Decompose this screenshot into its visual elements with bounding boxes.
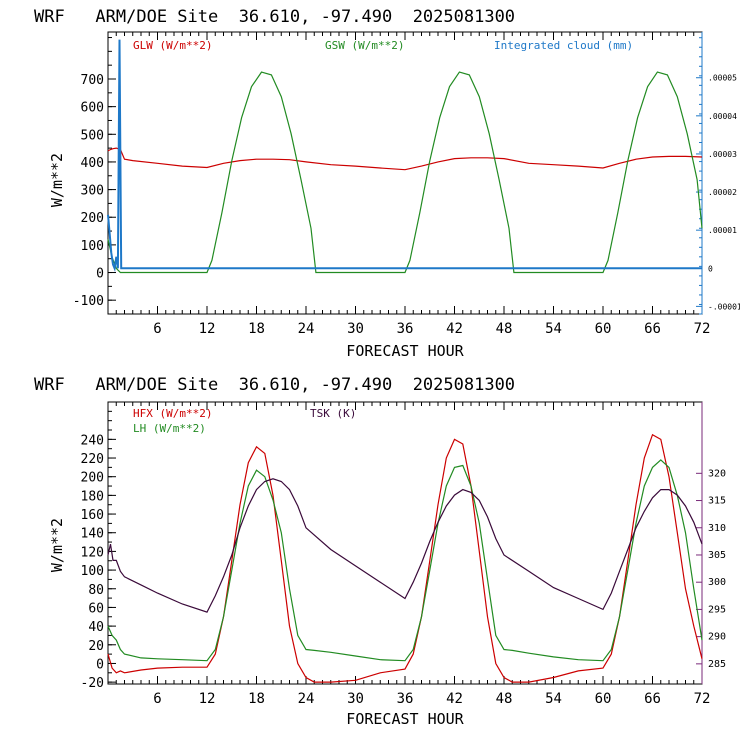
y-tick-label: 500 [81,128,104,143]
x-tick-label: 48 [496,321,513,337]
panel-1-xlabel: FORECAST HOUR [346,342,464,360]
panel-2-marks: 6 12 18 24 30 36 42 48 54 60 66 72 -20 0 20 40 60 80 100 12… [81,401,726,707]
right-tick-label: .00002 [708,188,737,197]
y-tick-label: 160 [81,508,104,523]
x-tick-label: 66 [644,321,661,337]
x-tick-label: 72 [694,321,711,337]
series-line-green [107,71,703,274]
right-tick-label: -.00001 [708,302,740,311]
right-tick-label: 295 [708,604,726,615]
x-tick-label: 30 [347,321,364,337]
y-tick-label: 140 [81,527,104,542]
y-tick-label: 40 [88,620,104,635]
y-tick-label: 200 [81,211,104,226]
legend-integrated-cloud: Integrated cloud (mm) [494,39,633,52]
right-tick-label: .00004 [708,112,737,121]
x-tick-label: 18 [248,691,265,707]
x-tick-label: 36 [397,691,414,707]
series-line-red [107,147,703,171]
x-tick-label: 30 [347,691,364,707]
flux-panel: WRF ARM/DOE Site 36.610, -97.490 2025081… [34,375,726,728]
x-tick-label: 72 [694,691,711,707]
x-tick-label: 18 [248,321,265,337]
panel-1-title: WRF ARM/DOE Site 36.610, -97.490 2025081… [34,7,515,27]
right-tick-label: 310 [708,523,726,534]
x-tick-label: 42 [446,321,463,337]
y-tick-label: 220 [81,452,104,467]
x-tick-label: 24 [298,691,315,707]
right-tick-label: .00003 [708,150,737,159]
right-tick-label: 0 [708,264,713,273]
x-tick-label: 60 [595,321,612,337]
y-tick-label: 180 [81,489,104,504]
series-line-blue [107,39,702,272]
x-tick-label: 24 [298,321,315,337]
y-tick-label: 0 [96,657,104,672]
panel-1-marks: 6 12 18 24 30 36 42 48 54 60 66 72 -100 0 100 200 300 400… [73,31,740,337]
y-tick-label: 60 [88,601,104,616]
panel-1-ylabel: W/m**2 [48,153,66,207]
y-tick-label: 240 [81,433,104,448]
y-tick-label: 400 [81,156,104,171]
x-tick-label: 12 [199,691,216,707]
radiation-panel: WRF ARM/DOE Site 36.610, -97.490 2025081… [34,7,740,360]
y-tick-label: 100 [81,564,104,579]
y-tick-label: 80 [88,583,104,598]
right-tick-label: .00001 [708,226,737,235]
y-tick-label: 200 [81,471,104,486]
right-tick-label: .00005 [708,74,737,83]
series-line-purple [107,478,703,613]
x-tick-label: 36 [397,321,414,337]
x-tick-label: 54 [545,691,562,707]
y-tick-label: -20 [81,676,104,691]
y-tick-label: 100 [81,239,104,254]
right-tick-label: 315 [708,496,726,507]
x-tick-label: 42 [446,691,463,707]
y-tick-label: 0 [96,267,104,282]
right-tick-label: 285 [708,659,726,670]
panel-2-xlabel: FORECAST HOUR [346,710,464,728]
x-tick-label: 48 [496,691,513,707]
right-tick-label: 290 [708,632,726,643]
legend-tsk: TSK (K) [310,407,356,420]
x-tick-label: 6 [153,321,161,337]
y-tick-label: 600 [81,101,104,116]
y-tick-label: 20 [88,639,104,654]
legend-hfx: HFX (W/m**2) [133,407,212,420]
legend-lh: LH (W/m**2) [133,422,206,435]
panel-2-ylabel: W/m**2 [48,518,66,572]
y-tick-label: 700 [81,73,104,88]
legend-glw: GLW (W/m**2) [133,39,212,52]
x-tick-label: 6 [153,691,161,707]
x-tick-label: 54 [545,321,562,337]
y-tick-label: 120 [81,545,104,560]
panel-2-title: WRF ARM/DOE Site 36.610, -97.490 2025081… [34,375,515,395]
right-tick-label: 300 [708,577,726,588]
x-tick-label: 60 [595,691,612,707]
series-line-green [107,459,703,662]
right-tick-label: 305 [708,550,726,561]
x-tick-label: 12 [199,321,216,337]
y-tick-label: -100 [73,294,104,309]
legend-gsw: GSW (W/m**2) [325,39,404,52]
y-tick-label: 300 [81,184,104,199]
right-tick-label: 320 [708,468,726,479]
x-tick-label: 66 [644,691,661,707]
